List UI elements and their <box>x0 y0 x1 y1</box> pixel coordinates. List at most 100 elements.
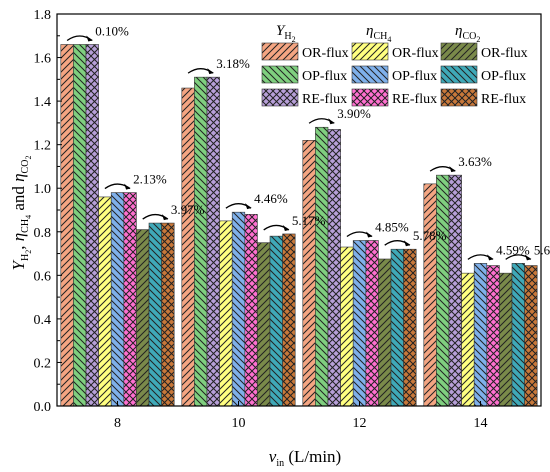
y-tick-label: 1.2 <box>34 139 52 154</box>
bar-12-7 <box>378 258 392 407</box>
bar-8-2 <box>73 44 87 407</box>
bars-layer <box>60 44 538 407</box>
legend-label: RE-flux <box>302 92 347 107</box>
bar-8-1 <box>60 44 74 407</box>
annotation-label: 4.46% <box>254 191 288 206</box>
annotation-arrowhead <box>86 35 93 42</box>
bar-10-6 <box>244 214 258 407</box>
x-tick-label: 14 <box>474 416 488 431</box>
legend-header: ηCH4 <box>366 23 391 44</box>
bar-12-2 <box>315 126 329 407</box>
y-tick-label: 1.4 <box>34 95 52 110</box>
y-tick-label: 1.0 <box>34 182 52 197</box>
bar-14-6 <box>486 265 500 407</box>
y-tick-label: 0.2 <box>34 356 52 371</box>
legend-swatch <box>261 65 299 84</box>
bar-14-2 <box>436 174 450 407</box>
legend-swatch <box>351 88 389 107</box>
bar-10-9 <box>282 233 296 407</box>
legend-label: RE-flux <box>392 92 437 107</box>
bar-10-5 <box>231 211 246 407</box>
legend-header: ηCO2 <box>455 23 480 44</box>
annotation-arrowhead <box>524 254 531 261</box>
bar-14-3 <box>448 174 462 407</box>
x-axis-title: vin (L/min) <box>269 447 341 469</box>
legend-swatch <box>351 42 389 61</box>
annotation-arrowhead <box>161 214 168 221</box>
legend-swatch <box>440 65 478 84</box>
y-axis-title: YH2, ηCH4 and ηCO2 <box>9 156 33 271</box>
bar-14-1 <box>423 183 437 407</box>
x-tick-label: 8 <box>114 416 121 431</box>
annotation-label: 2.13% <box>133 172 167 187</box>
legend-swatch <box>351 65 389 84</box>
bar-14-5 <box>473 263 488 407</box>
annotations-layer: 0.10% 2.13% 3.97% 3.18% 4.46% 5.17% 3.90% 4.85%… <box>66 23 550 261</box>
annotation-label: 3.18% <box>216 56 250 71</box>
legend-swatch <box>261 88 299 107</box>
bar-14-9 <box>524 265 538 407</box>
legend-label: OP-flux <box>302 69 347 84</box>
bar-10-2 <box>194 76 208 407</box>
legend-swatch <box>440 42 478 61</box>
bar-14-8 <box>511 263 525 407</box>
bar-8-4 <box>98 196 112 407</box>
annotation-label: 5.78% <box>413 228 447 243</box>
annotation-arrowhead <box>207 68 214 75</box>
legend-swatch <box>261 42 299 61</box>
bar-12-4 <box>340 246 354 407</box>
y-tick-label: 1.8 <box>34 8 52 23</box>
legend-label: RE-flux <box>481 92 526 107</box>
y-tick-label: 1.6 <box>34 52 52 67</box>
y-tick-label: 0.8 <box>34 226 52 241</box>
legend-swatch <box>440 88 478 107</box>
annotation-label: 5.17% <box>292 213 326 228</box>
legend-label: OR-flux <box>392 46 439 61</box>
bar-12-8 <box>390 248 404 407</box>
annotation-arrowhead <box>487 254 494 261</box>
annotation-label: 3.90% <box>337 106 371 121</box>
annotation-label: 3.63% <box>458 154 492 169</box>
bar-8-9 <box>161 222 175 407</box>
legend-label: OR-flux <box>302 46 349 61</box>
bar-8-5 <box>110 192 125 407</box>
axes-layer: 0.0 0.2 0.4 0.6 0.8 1.0 1.2 1.4 1.6 1.8 8 10 12 14 <box>34 8 542 431</box>
annotation-label: 4.85% <box>375 219 409 234</box>
annotation-arrowhead <box>449 166 456 173</box>
annotation-arrowhead <box>366 231 373 238</box>
annotation-label: 4.59% <box>496 242 530 257</box>
annotation-label: 3.97% <box>171 202 205 217</box>
legend-layer: YH2 ηCH4 ηCO2 OR-flux OP-flux RE-flux OR-flux O… <box>261 23 528 107</box>
y-tick-label: 0.4 <box>34 313 52 328</box>
annotation-arrowhead <box>328 118 335 125</box>
bar-10-3 <box>206 76 220 407</box>
y-tick-label: 0.0 <box>34 400 52 415</box>
annotation-arrowhead <box>245 203 252 210</box>
bar-14-4 <box>461 272 475 407</box>
annotation-label: 0.10% <box>95 23 129 38</box>
bar-10-8 <box>269 235 283 407</box>
legend-label: OP-flux <box>481 69 526 84</box>
bar-10-4 <box>219 220 233 407</box>
annotation-arrowhead <box>282 224 289 231</box>
x-tick-label: 10 <box>232 416 246 431</box>
bar-10-7 <box>257 242 271 407</box>
bar-12-6 <box>365 240 379 407</box>
bar-12-3 <box>327 129 341 407</box>
annotation-label: 5.66% <box>534 242 550 257</box>
bar-8-6 <box>123 192 137 407</box>
bar-12-9 <box>403 248 417 407</box>
legend-header: YH2 <box>276 23 296 44</box>
bar-8-8 <box>148 222 162 407</box>
bar-10-1 <box>181 87 195 407</box>
y-tick-label: 0.6 <box>34 269 52 284</box>
legend-label: OP-flux <box>392 69 437 84</box>
annotation-arrowhead <box>403 240 410 247</box>
annotation-arrowhead <box>124 183 131 190</box>
bar-14-7 <box>499 272 513 407</box>
bar-12-1 <box>302 140 316 407</box>
bar-8-3 <box>85 44 99 407</box>
bar-8-7 <box>136 229 150 407</box>
bar-12-5 <box>352 240 367 407</box>
